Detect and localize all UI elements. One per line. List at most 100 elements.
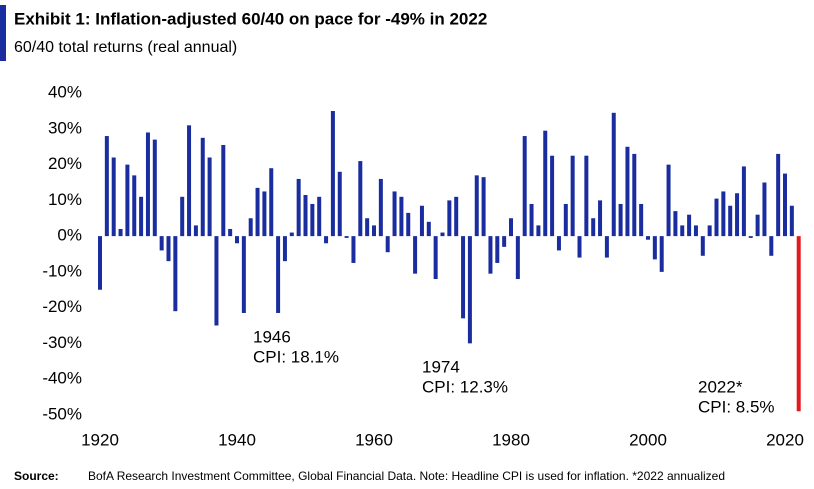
- source-label: Source:: [14, 469, 59, 483]
- bar: [481, 177, 486, 237]
- bar: [214, 236, 219, 326]
- chart-title: Exhibit 1: Inflation-adjusted 60/40 on p…: [14, 9, 487, 28]
- bar: [618, 203, 623, 237]
- bar: [344, 236, 349, 238]
- bar: [721, 191, 726, 237]
- bar: [262, 191, 267, 237]
- bar: [543, 130, 548, 237]
- bar: [762, 182, 767, 237]
- bar: [556, 236, 561, 251]
- bar: [611, 112, 616, 237]
- bar: [789, 205, 794, 237]
- bar: [187, 125, 192, 237]
- y-tick-label: -50%: [42, 404, 82, 423]
- bar: [426, 221, 431, 237]
- bar: [132, 175, 137, 237]
- bar: [776, 153, 781, 237]
- bar: [111, 157, 116, 237]
- bar: [474, 175, 479, 237]
- annotation: 2022*: [698, 377, 743, 396]
- bar: [646, 236, 650, 240]
- bar: [351, 236, 356, 263]
- bar: [673, 211, 678, 237]
- bar: [680, 225, 685, 237]
- bar: [550, 155, 555, 237]
- bar: [337, 171, 342, 237]
- bar: [652, 236, 657, 260]
- annotation: 1946: [253, 327, 291, 346]
- bar: [502, 236, 507, 247]
- bar: [413, 236, 418, 274]
- bar: [563, 203, 568, 237]
- bar: [714, 198, 719, 237]
- bar: [296, 178, 301, 237]
- bar: [419, 205, 424, 237]
- bar: [289, 232, 294, 237]
- x-tick-label: 2020: [766, 430, 804, 449]
- chart-subtitle: 60/40 total returns (real annual): [14, 39, 237, 56]
- bar: [625, 146, 630, 237]
- bar: [248, 218, 253, 237]
- annotation: 1974: [422, 357, 460, 376]
- bar: [700, 236, 705, 256]
- bar: [604, 236, 609, 258]
- x-tick-label: 1920: [81, 430, 119, 449]
- bar: [228, 228, 233, 237]
- annotation: CPI: 12.3%: [422, 377, 508, 396]
- y-tick-label: 0%: [57, 226, 82, 245]
- annotation: CPI: 8.5%: [698, 397, 775, 416]
- bar: [310, 203, 315, 237]
- bar: [707, 225, 712, 237]
- bar: [433, 236, 438, 280]
- source: BofA Research Investment Committee, Glob…: [88, 469, 725, 483]
- title-accent: [0, 5, 6, 61]
- bar: [392, 191, 397, 237]
- bar: [193, 225, 198, 237]
- bar: [741, 166, 746, 237]
- x-tick-label: 2000: [629, 430, 667, 449]
- bar: [372, 225, 376, 237]
- bar: [385, 236, 390, 253]
- bar: [145, 132, 150, 237]
- bar: [515, 236, 520, 280]
- bar: [461, 236, 466, 319]
- bar: [769, 236, 774, 256]
- bar: [447, 200, 452, 237]
- bar: [755, 214, 760, 237]
- bar: [330, 111, 335, 237]
- bar: [207, 157, 212, 237]
- bar: [783, 173, 787, 237]
- bar: [235, 236, 239, 244]
- bar: [509, 218, 513, 237]
- bar: [529, 203, 534, 237]
- bar: [139, 196, 144, 237]
- bar: [324, 236, 329, 244]
- bar: [399, 196, 404, 237]
- annotation: CPI: 18.1%: [253, 347, 339, 366]
- bar: [303, 195, 308, 237]
- bar: [748, 236, 753, 238]
- y-tick-label: 20%: [48, 154, 82, 173]
- y-tick-label: 40%: [48, 83, 82, 102]
- bar: [282, 236, 287, 262]
- bar: [693, 225, 698, 237]
- bar: [467, 236, 472, 344]
- bar: [570, 155, 575, 237]
- bar: [152, 139, 157, 237]
- bar: [796, 236, 801, 412]
- bar: [666, 164, 671, 237]
- bar: [180, 196, 185, 237]
- bar: [728, 205, 733, 237]
- bar: [241, 236, 246, 313]
- bar: [378, 178, 383, 237]
- bar: [735, 193, 740, 237]
- bar: [406, 212, 411, 237]
- bar: [317, 196, 322, 237]
- bar: [98, 236, 102, 290]
- bar: [255, 187, 260, 237]
- bar: [687, 214, 692, 237]
- x-tick-label: 1960: [355, 430, 393, 449]
- y-tick-label: 10%: [48, 190, 82, 209]
- y-tick-label: 30%: [48, 118, 82, 137]
